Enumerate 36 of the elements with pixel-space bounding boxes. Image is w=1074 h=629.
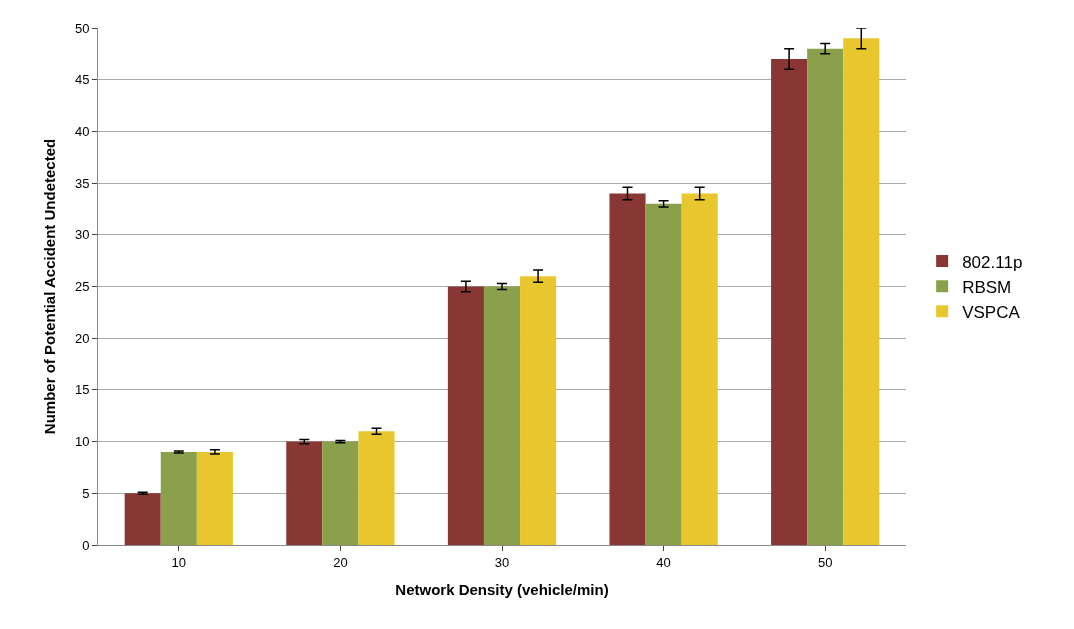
y-tick-label: 40 <box>74 123 90 139</box>
y-tick-label: 20 <box>74 330 90 346</box>
bar <box>645 203 682 545</box>
y-tick-label: 45 <box>74 72 90 88</box>
bar <box>843 38 880 545</box>
bar <box>520 276 557 545</box>
legend-label: VSPCA <box>962 302 1021 322</box>
y-axis-title: Number of Potential Accident Undetected <box>41 138 59 435</box>
bar <box>322 441 359 545</box>
legend-label: RBSM <box>962 277 1012 297</box>
bar <box>681 193 718 545</box>
x-tick-label: 10 <box>171 554 187 570</box>
bar <box>358 431 395 545</box>
y-tick-label: 15 <box>74 382 90 398</box>
x-tick-label: 30 <box>494 554 510 570</box>
bar <box>483 286 521 545</box>
bar <box>447 286 484 545</box>
x-tick-label: 40 <box>656 554 671 570</box>
bar <box>124 493 161 545</box>
y-tick-label: 0 <box>82 537 90 553</box>
bar <box>160 451 197 545</box>
y-tick-label: 35 <box>74 175 90 191</box>
y-tick-label: 25 <box>74 279 90 295</box>
y-tick-label: 30 <box>74 227 90 243</box>
x-axis-title: Network Density (vehicle/min) <box>395 580 609 598</box>
bar <box>196 451 233 545</box>
bar <box>286 441 323 545</box>
y-tick-label: 10 <box>74 434 90 450</box>
bar <box>807 48 844 545</box>
y-tick-label: 50 <box>74 20 90 36</box>
legend-label: 802.11p <box>962 252 1023 272</box>
bar <box>771 59 808 545</box>
x-tick-label: 20 <box>333 554 348 570</box>
y-tick-label: 5 <box>82 485 90 501</box>
bar <box>609 193 646 545</box>
x-tick-label: 50 <box>817 554 833 570</box>
